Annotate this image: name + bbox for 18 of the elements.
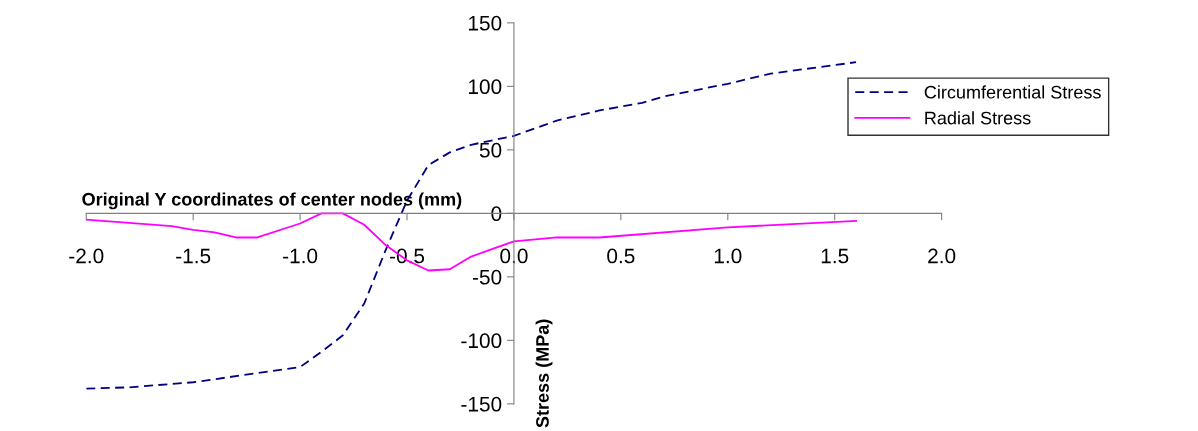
y-tick-label: -150 [461, 396, 502, 412]
y-tick-label: 100 [468, 79, 502, 95]
x-tick-label: 0.5 [607, 248, 635, 264]
x-tick-label: -1.0 [283, 248, 318, 264]
x-tick-label: -1.5 [176, 248, 211, 264]
x-tick-label: -2.0 [69, 248, 104, 264]
x-tick-label: 1.0 [714, 248, 742, 264]
y-tick-label: 150 [468, 15, 502, 31]
y-tick-label: 50 [479, 142, 502, 158]
x-tick-label: 0.0 [500, 248, 528, 264]
x-tick-label: 1.5 [821, 248, 849, 264]
y-tick-label: -100 [461, 333, 502, 349]
legend-label: Radial Stress [925, 111, 1031, 125]
y-axis-title: Stress (MPa) [535, 319, 553, 428]
x-tick-label: 2.0 [928, 248, 956, 264]
legend-label: Circumferential Stress [924, 85, 1101, 99]
x-axis-title: Original Y coordinates of center nodes (mm) [82, 192, 462, 210]
y-tick-label: -50 [472, 269, 502, 285]
